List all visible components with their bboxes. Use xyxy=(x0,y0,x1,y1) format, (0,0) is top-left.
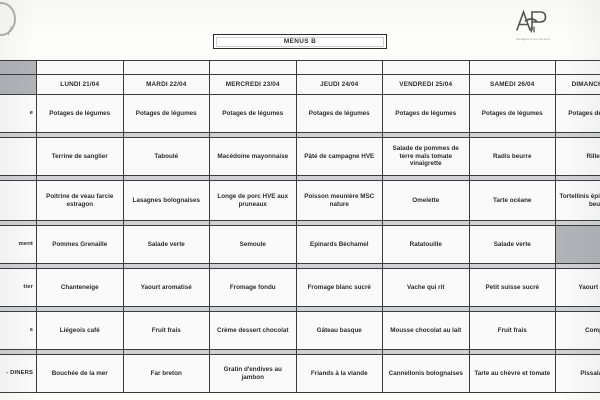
menu-cell: Potages de légumes xyxy=(295,94,383,133)
row-divider xyxy=(0,263,600,269)
day-header-lundi: LUNDI 21/04 xyxy=(36,74,124,95)
menu-cell: Potages de légumes xyxy=(122,94,210,133)
row-label-accompagnement: ment xyxy=(0,225,37,264)
menu-cell: Tarte océane xyxy=(468,180,556,221)
ap-monogram-icon xyxy=(516,9,547,33)
menu-cell: Epinards Béchamel xyxy=(295,225,383,264)
table-row-entree: Terrine de sanglier Taboulé Macédoine ma… xyxy=(0,137,600,176)
table-row-dessert: s Liégeois café Fruit frais Crème desser… xyxy=(0,311,600,350)
blank-head-cell xyxy=(122,60,210,75)
day-header-dimanche: DIMANCHE 27/04 xyxy=(555,74,600,95)
day-header-samedi: SAMEDI 26/04 xyxy=(468,74,556,95)
page-title: MENUS B xyxy=(283,38,317,45)
menu-cell: Semoule xyxy=(209,225,297,264)
row-label-dessert: s xyxy=(0,311,37,350)
menu-cell: Potages de légumes xyxy=(382,94,470,133)
menu-cell: Tortellinis épinards ricotta beurre xyxy=(555,180,600,221)
blank-head-cell xyxy=(382,60,470,75)
menu-cell: Pommes Grenaille xyxy=(36,225,124,264)
menu-cell: Potages de légumes xyxy=(209,94,297,133)
menu-cell: Liégeois café xyxy=(36,311,124,350)
menu-cell: Yaourt aromatisé xyxy=(122,268,210,307)
table-row-accompagnement: ment Pommes Grenaille Salade verte Semou… xyxy=(0,225,600,264)
menu-cell: Radis beurre xyxy=(468,137,556,176)
day-header-jeudi: JEUDI 24/04 xyxy=(295,74,383,95)
table-blank-header-row xyxy=(0,60,600,75)
menu-cell: Terrine de sanglier xyxy=(36,137,124,176)
menu-cell: Gâteau basque xyxy=(295,311,383,350)
blank-head-cell xyxy=(555,60,600,75)
menu-cell: Poisson meunière MSC nature xyxy=(295,180,383,221)
row-label-produit-laitier: tier xyxy=(0,268,37,307)
menu-cell: Poitrine de veau farcie estragon xyxy=(36,180,124,221)
menu-cell: Omelette xyxy=(382,180,470,221)
blank-head-cell xyxy=(295,60,383,75)
menu-cell: Cannellonis bolognaises xyxy=(382,354,470,393)
menu-cell: Salade verte xyxy=(468,225,556,264)
menu-cell: Fruit frais xyxy=(122,311,210,350)
menu-cell: Bouchée de la mer xyxy=(36,354,124,393)
menu-cell: Petit suisse sucré xyxy=(468,268,556,307)
day-header-mardi: MARDI 22/04 xyxy=(122,74,210,95)
row-label-header xyxy=(0,74,37,95)
menu-cell: Compote xyxy=(555,311,600,350)
menu-cell: Rillettes xyxy=(555,137,600,176)
menu-cell: Salade verte xyxy=(122,225,210,264)
menu-cell: Chanteneige xyxy=(36,268,124,307)
menu-cell: Fromage fondu xyxy=(209,268,297,307)
menu-cell: Gratin d'endives au jambon xyxy=(209,354,297,393)
table-day-header-row: LUNDI 21/04 MARDI 22/04 MERCREDI 23/04 J… xyxy=(0,74,600,95)
table-row-potage: e Potages de légumes Potages de légumes … xyxy=(0,94,600,133)
menu-cell: Lasagnes bolognaises xyxy=(122,180,210,221)
row-divider xyxy=(0,306,600,312)
blank-head-cell xyxy=(36,60,124,75)
menu-cell: Mousse chocolat au lait xyxy=(382,311,470,350)
menu-cell: Ratatouille xyxy=(382,225,470,264)
menu-cell: Potages de légumes xyxy=(468,94,556,133)
day-header-mercredi: MERCREDI 23/04 xyxy=(209,74,297,95)
table-row-diners: - DINERS Bouchée de la mer Far breton Gr… xyxy=(0,354,600,393)
menu-cell: Salade de pommes de terre maïs tomate vi… xyxy=(382,137,470,176)
menu-cell: Tarte au chèvre et tomate xyxy=(468,354,556,393)
menu-cell: Pâté de campagne HVE xyxy=(295,137,383,176)
row-divider xyxy=(0,175,600,181)
menus-title-box: MENUS B xyxy=(213,34,387,49)
row-label-plat xyxy=(0,180,37,221)
menu-cell: Vache qui rit xyxy=(382,268,470,307)
menu-cell: Longe de porc HVE aux pruneaux xyxy=(209,180,297,221)
blank-head-cell xyxy=(209,60,297,75)
menu-cell: Potages de légumes xyxy=(555,94,600,133)
brand-tagline: Partageons les saveurs xyxy=(515,37,551,41)
row-label-diners: - DINERS xyxy=(0,354,37,393)
menus-title-box-inner: MENUS B xyxy=(216,36,384,47)
menu-cell: Far breton xyxy=(122,354,210,393)
partial-circle-logo-tail-icon xyxy=(7,25,20,39)
corner-cell xyxy=(0,60,37,75)
table-row-plat: Poitrine de veau farcie estragon Lasagne… xyxy=(0,180,600,221)
table-row-produit-laitier: tier Chanteneige Yaourt aromatisé Fromag… xyxy=(0,268,600,307)
row-divider xyxy=(0,220,600,226)
menu-cell: Yaourt nature xyxy=(555,268,600,307)
menu-cell: Pissaladière xyxy=(555,354,600,393)
row-divider xyxy=(0,349,600,355)
brand-logo: Partageons les saveurs xyxy=(502,6,564,54)
menu-cell: Potages de légumes xyxy=(36,94,124,133)
document-header: MENUS B Partageons les saveurs xyxy=(0,0,600,60)
menu-cell: Friands à la viande xyxy=(295,354,383,393)
menu-cell: Fromage blanc sucré xyxy=(295,268,383,307)
menu-cell: Taboulé xyxy=(122,137,210,176)
row-label-potage: e xyxy=(0,94,37,133)
menu-cell: Fruit frais xyxy=(468,311,556,350)
menu-cell: Macédoine mayonnaise xyxy=(209,137,297,176)
weekly-menu-table: LUNDI 21/04 MARDI 22/04 MERCREDI 23/04 J… xyxy=(0,60,600,393)
menu-cell: Crème dessert chocolat xyxy=(209,311,297,350)
row-label-entree xyxy=(0,137,37,176)
menu-cell-empty xyxy=(555,225,600,264)
blank-head-cell xyxy=(468,60,556,75)
day-header-vendredi: VENDREDI 25/04 xyxy=(382,74,470,95)
